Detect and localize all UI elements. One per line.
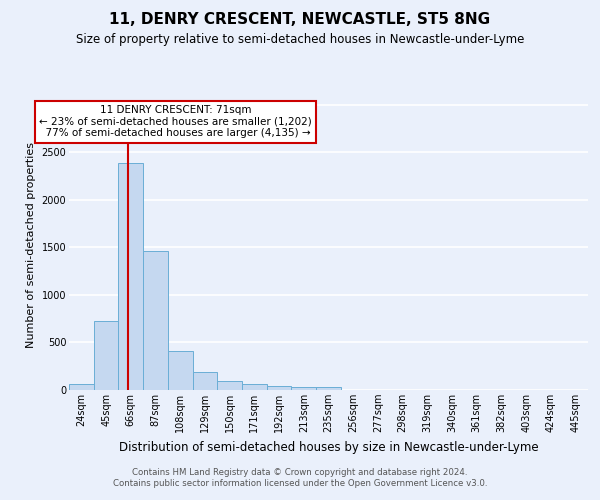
Bar (316, 387, 341, 390)
Text: 11, DENRY CRESCENT, NEWCASTLE, ST5 8NG: 11, DENRY CRESCENT, NEWCASTLE, ST5 8NG (109, 12, 491, 28)
Text: Size of property relative to semi-detached houses in Newcastle-under-Lyme: Size of property relative to semi-detach… (76, 32, 524, 46)
Bar (267, 386, 292, 390)
Bar (217, 381, 242, 390)
Bar (292, 387, 316, 390)
Bar (94, 320, 118, 390)
Bar (242, 384, 267, 390)
Text: Contains HM Land Registry data © Crown copyright and database right 2024.
Contai: Contains HM Land Registry data © Crown c… (113, 468, 487, 487)
Text: 11 DENRY CRESCENT: 71sqm
← 23% of semi-detached houses are smaller (1,202)
  77%: 11 DENRY CRESCENT: 71sqm ← 23% of semi-d… (39, 106, 311, 138)
X-axis label: Distribution of semi-detached houses by size in Newcastle-under-Lyme: Distribution of semi-detached houses by … (119, 440, 538, 454)
Bar (168, 351, 193, 390)
Bar (118, 163, 143, 390)
Bar (193, 372, 217, 390)
Bar (143, 251, 168, 390)
Y-axis label: Number of semi-detached properties: Number of semi-detached properties (26, 142, 36, 348)
Bar (69, 384, 94, 390)
